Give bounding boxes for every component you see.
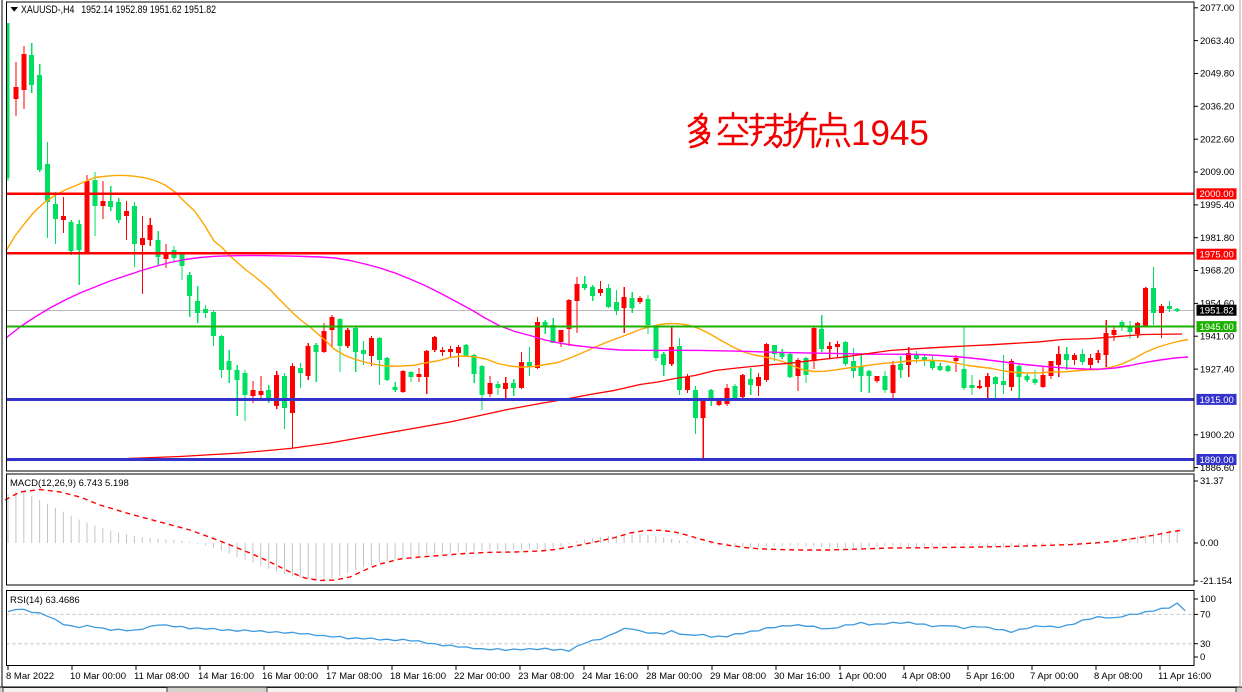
svg-text:1915.00: 1915.00 [1200, 395, 1234, 406]
svg-text:RSI(14) 63.4686: RSI(14) 63.4686 [10, 595, 80, 606]
svg-text:1941.00: 1941.00 [1200, 331, 1234, 342]
svg-text:22 Mar 00:00: 22 Mar 00:00 [454, 671, 510, 682]
svg-text:28 Mar 00:00: 28 Mar 00:00 [646, 671, 702, 682]
svg-text:1 Apr 00:00: 1 Apr 00:00 [838, 671, 887, 682]
svg-text:18 Mar 16:00: 18 Mar 16:00 [390, 671, 446, 682]
svg-text:24 Mar 16:00: 24 Mar 16:00 [582, 671, 638, 682]
svg-text:4 Apr 08:00: 4 Apr 08:00 [902, 671, 951, 682]
svg-text:1886.60: 1886.60 [1200, 463, 1234, 474]
svg-text:8 Apr 08:00: 8 Apr 08:00 [1094, 671, 1143, 682]
svg-text:100: 100 [1200, 594, 1216, 605]
svg-text:1945: 1945 [851, 114, 929, 153]
svg-text:1995.40: 1995.40 [1200, 200, 1234, 211]
svg-text:0.00: 0.00 [1200, 538, 1219, 549]
svg-text:8 Mar 2022: 8 Mar 2022 [6, 671, 54, 682]
svg-text:-21.154: -21.154 [1200, 576, 1232, 587]
svg-text:70: 70 [1200, 610, 1211, 621]
svg-text:31.37: 31.37 [1200, 476, 1224, 487]
svg-text:5 Apr 16:00: 5 Apr 16:00 [966, 671, 1015, 682]
svg-text:7 Apr 00:00: 7 Apr 00:00 [1030, 671, 1079, 682]
svg-text:1927.40: 1927.40 [1200, 364, 1234, 375]
svg-text:2009.00: 2009.00 [1200, 167, 1234, 178]
svg-text:2022.60: 2022.60 [1200, 134, 1234, 145]
svg-text:2049.80: 2049.80 [1200, 69, 1234, 80]
svg-text:10 Mar 00:00: 10 Mar 00:00 [70, 671, 126, 682]
svg-text:2063.40: 2063.40 [1200, 36, 1234, 47]
svg-text:1954.60: 1954.60 [1200, 299, 1234, 310]
svg-text:14 Mar 16:00: 14 Mar 16:00 [198, 671, 254, 682]
svg-text:23 Mar 08:00: 23 Mar 08:00 [518, 671, 574, 682]
svg-text:11 Mar 08:00: 11 Mar 08:00 [134, 671, 189, 682]
svg-text:1890.00: 1890.00 [1200, 455, 1234, 466]
svg-text:1975.00: 1975.00 [1200, 250, 1234, 261]
svg-text:30: 30 [1200, 639, 1211, 650]
svg-text:11 Apr 16:00: 11 Apr 16:00 [1158, 671, 1211, 682]
svg-text:1945.00: 1945.00 [1200, 322, 1234, 333]
svg-text:1900.20: 1900.20 [1200, 430, 1234, 441]
svg-text:MACD(12,26,9) 6.743 5.198: MACD(12,26,9) 6.743 5.198 [10, 478, 129, 489]
svg-text:1951.82: 1951.82 [1200, 306, 1234, 317]
svg-text:16 Mar 00:00: 16 Mar 00:00 [262, 671, 318, 682]
svg-text:17 Mar 08:00: 17 Mar 08:00 [326, 671, 382, 682]
svg-text:2077.00: 2077.00 [1200, 3, 1234, 14]
svg-text:2036.20: 2036.20 [1200, 102, 1234, 113]
svg-text:1981.80: 1981.80 [1200, 233, 1234, 244]
svg-text:XAUUSD-,H4 1952.14 1952.89 19: XAUUSD-,H4 1952.14 1952.89 1951.62 1951.… [21, 4, 216, 16]
svg-text:1968.20: 1968.20 [1200, 266, 1234, 277]
svg-text:0: 0 [1200, 652, 1205, 663]
svg-text:2000.00: 2000.00 [1200, 189, 1234, 200]
svg-text:30 Mar 16:00: 30 Mar 16:00 [774, 671, 830, 682]
svg-text:29 Mar 08:00: 29 Mar 08:00 [710, 671, 766, 682]
